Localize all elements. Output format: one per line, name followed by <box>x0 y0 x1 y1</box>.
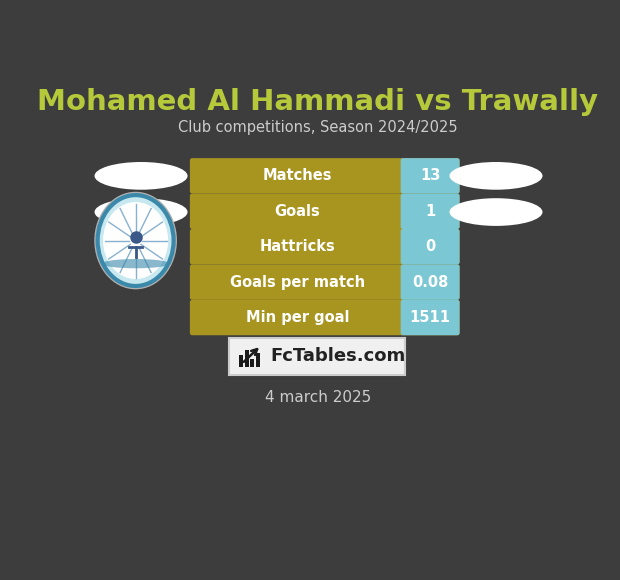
Ellipse shape <box>450 162 542 190</box>
Bar <box>239 354 243 367</box>
Text: Matches: Matches <box>263 168 332 183</box>
Text: FcTables.com: FcTables.com <box>270 347 406 365</box>
FancyBboxPatch shape <box>190 158 459 194</box>
FancyBboxPatch shape <box>190 194 459 229</box>
FancyBboxPatch shape <box>401 264 459 300</box>
Text: 4 march 2025: 4 march 2025 <box>265 390 371 405</box>
Ellipse shape <box>95 198 187 226</box>
FancyBboxPatch shape <box>190 300 459 335</box>
FancyBboxPatch shape <box>190 264 459 300</box>
Text: 1: 1 <box>425 204 435 219</box>
Ellipse shape <box>95 193 176 288</box>
Ellipse shape <box>95 162 187 190</box>
FancyBboxPatch shape <box>190 229 459 264</box>
Bar <box>245 350 249 367</box>
Text: Goals per match: Goals per match <box>230 274 365 289</box>
Bar <box>255 353 260 367</box>
Text: Goals: Goals <box>275 204 321 219</box>
Text: Hattricks: Hattricks <box>260 239 335 254</box>
Text: 1511: 1511 <box>410 310 451 325</box>
Text: Club competitions, Season 2024/2025: Club competitions, Season 2024/2025 <box>178 120 458 135</box>
FancyBboxPatch shape <box>401 229 459 264</box>
Ellipse shape <box>103 202 168 279</box>
Text: 0: 0 <box>425 239 435 254</box>
Text: Mohamed Al Hammadi vs Trawally: Mohamed Al Hammadi vs Trawally <box>37 88 598 116</box>
FancyBboxPatch shape <box>401 158 459 194</box>
Ellipse shape <box>450 198 542 226</box>
Ellipse shape <box>102 259 170 269</box>
FancyBboxPatch shape <box>401 194 459 229</box>
Ellipse shape <box>97 195 174 286</box>
Text: Min per goal: Min per goal <box>246 310 349 325</box>
Text: 13: 13 <box>420 168 440 183</box>
FancyBboxPatch shape <box>229 338 405 375</box>
Bar <box>250 359 254 367</box>
Text: 0.08: 0.08 <box>412 274 448 289</box>
FancyBboxPatch shape <box>401 300 459 335</box>
